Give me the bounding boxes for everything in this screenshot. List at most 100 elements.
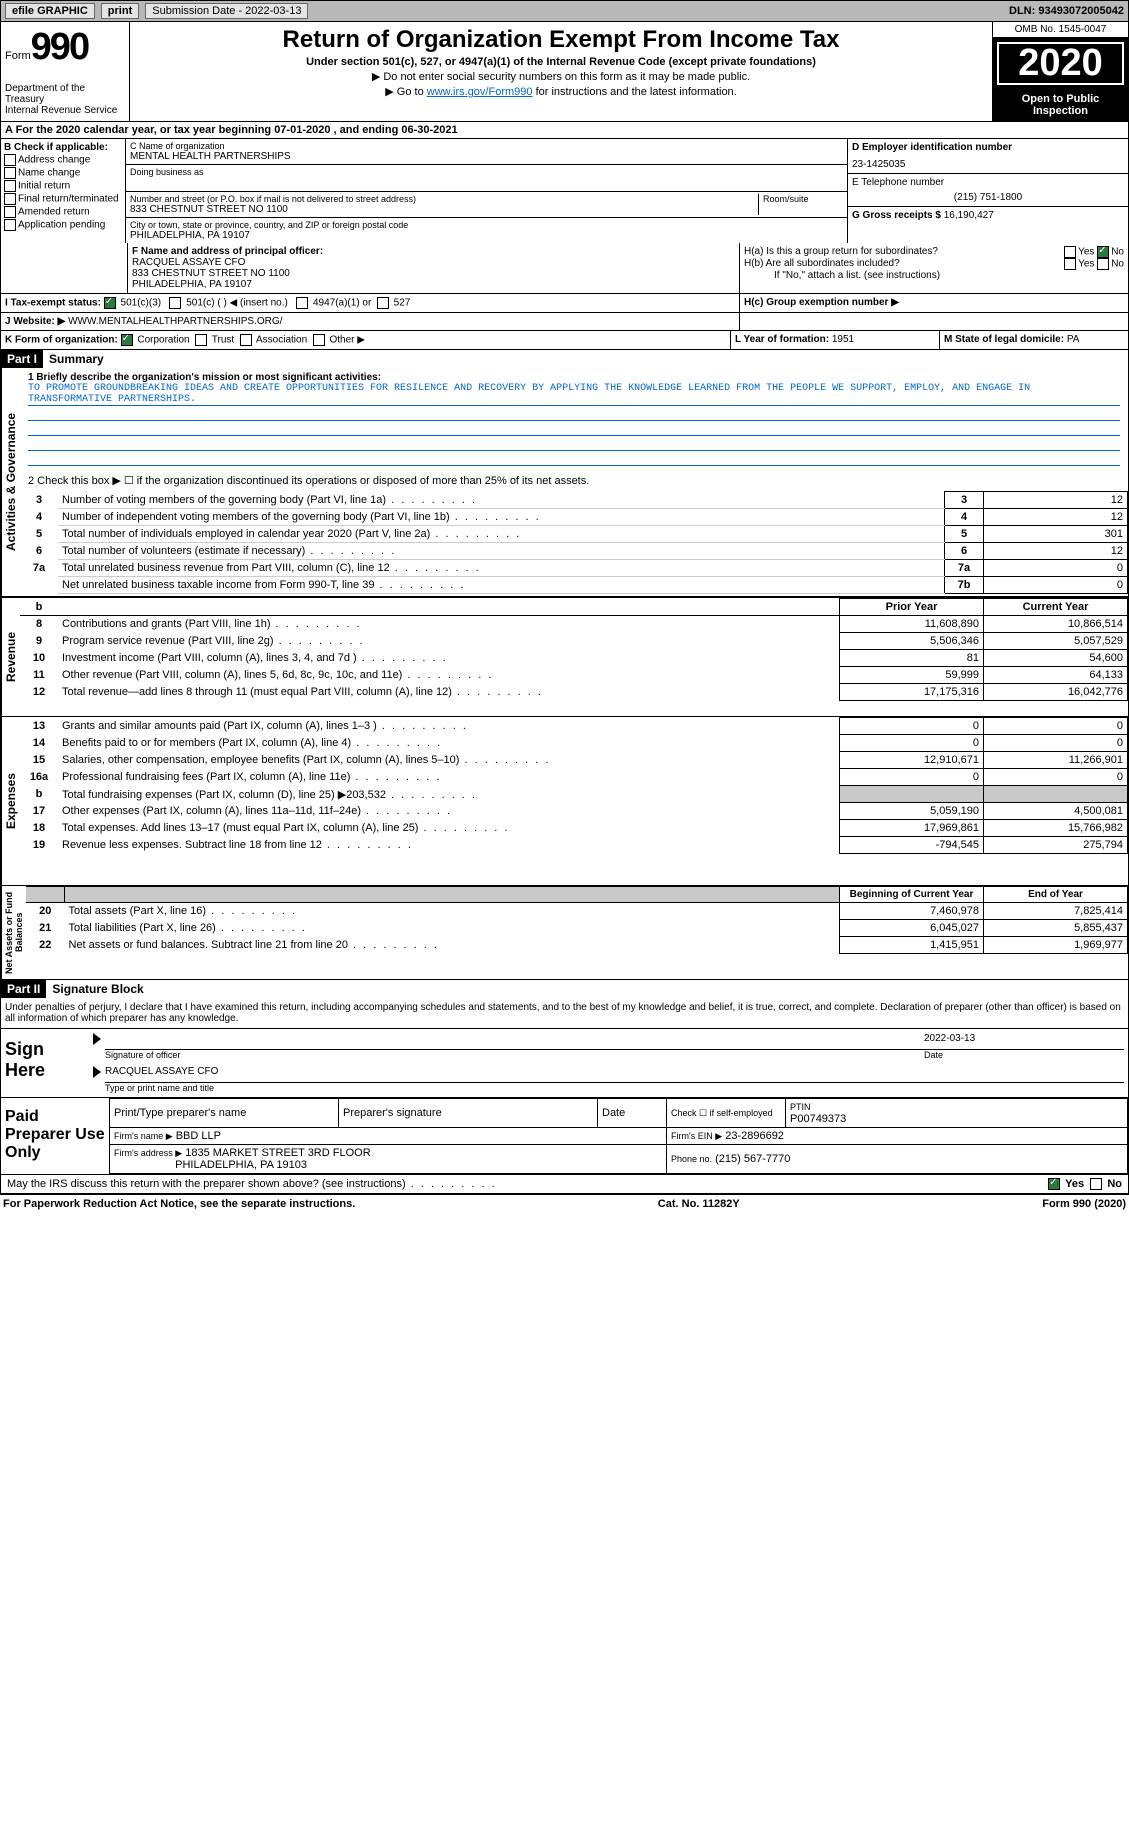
cb-trust[interactable] <box>195 334 207 346</box>
mission-label: 1 Briefly describe the organization's mi… <box>28 372 1120 383</box>
row-num: 5 <box>20 526 58 543</box>
row-box: 4 <box>945 509 984 526</box>
dba-label: Doing business as <box>130 167 843 177</box>
discuss-no-cb[interactable] <box>1090 1178 1102 1190</box>
row-label: Professional fundraising fees (Part IX, … <box>58 769 840 786</box>
row-box: 5 <box>945 526 984 543</box>
row-num: 17 <box>20 803 58 820</box>
form-title-box: Return of Organization Exempt From Incom… <box>130 22 992 121</box>
row-label: Grants and similar amounts paid (Part IX… <box>58 718 840 735</box>
cb-corp[interactable] <box>121 334 133 346</box>
irs-link[interactable]: www.irs.gov/Form990 <box>427 86 533 98</box>
efile-btn[interactable]: efile GRAPHIC <box>5 3 95 19</box>
row-num: 11 <box>20 667 58 684</box>
gross-row: G Gross receipts $ 16,190,427 <box>848 207 1128 224</box>
end-header: End of Year <box>984 887 1128 903</box>
firm-phone-label: Phone no. <box>671 1154 712 1164</box>
sign-here-label: Sign Here <box>1 1029 89 1097</box>
form-inst1: ▶ Do not enter social security numbers o… <box>134 70 988 83</box>
cb-501c[interactable] <box>169 297 181 309</box>
opt-corp: Corporation <box>137 335 189 346</box>
tax-year: 2020 <box>993 38 1128 89</box>
dba-row: Doing business as <box>126 165 847 192</box>
cb-pending[interactable]: Application pending <box>4 219 122 231</box>
ha-no: No <box>1111 247 1124 258</box>
cb-527[interactable] <box>377 297 389 309</box>
discuss-no: No <box>1107 1178 1122 1190</box>
row-label: Total unrelated business revenue from Pa… <box>58 560 945 577</box>
ein-row: D Employer identification number 23-1425… <box>848 139 1128 174</box>
page-footer: For Paperwork Reduction Act Notice, see … <box>0 1194 1129 1213</box>
phone-value: (215) 751-1800 <box>852 192 1124 203</box>
rev-table: b Prior Year Current Year 8 Contribution… <box>20 598 1128 701</box>
opt-501c: 501(c) ( ) ◀ (insert no.) <box>186 298 288 309</box>
row-label: Net unrelated business taxable income fr… <box>58 577 945 594</box>
vlabel-gov: Activities & Governance <box>1 368 20 596</box>
cb-name[interactable]: Name change <box>4 167 122 179</box>
firm-name: BBD LLP <box>176 1130 221 1142</box>
table-row: 16a Professional fundraising fees (Part … <box>20 769 1128 786</box>
mission-blank2 <box>28 421 1120 436</box>
row-num: 8 <box>20 616 58 633</box>
cb-final-label: Final return/terminated <box>18 194 119 205</box>
cb-address[interactable]: Address change <box>4 154 122 166</box>
prep-date-col: Date <box>598 1099 667 1128</box>
cb-amended[interactable]: Amended return <box>4 206 122 218</box>
mission-blank3 <box>28 436 1120 451</box>
row-label: Number of voting members of the governin… <box>58 492 945 509</box>
prep-row1: Print/Type preparer's name Preparer's si… <box>110 1099 1128 1128</box>
box-m: M State of legal domicile: PA <box>940 331 1128 349</box>
print-btn[interactable]: print <box>101 3 139 19</box>
inst2-post: for instructions and the latest informat… <box>533 86 737 98</box>
website-cell: J Website: ▶ WWW.MENTALHEALTHPARTNERSHIP… <box>1 313 740 330</box>
rev-header-row: b Prior Year Current Year <box>20 599 1128 616</box>
cb-initial[interactable]: Initial return <box>4 180 122 192</box>
preparer-fields: Print/Type preparer's name Preparer's si… <box>109 1098 1128 1174</box>
mission-blank1 <box>28 406 1120 421</box>
row-curr: 1,969,977 <box>984 937 1128 954</box>
row-curr: 11,266,901 <box>984 752 1128 769</box>
cb-final[interactable]: Final return/terminated <box>4 193 122 205</box>
name-line: RACQUEL ASSAYE CFO <box>105 1066 1124 1083</box>
ha-yn: Yes No <box>1064 246 1124 258</box>
row-num: 16a <box>20 769 58 786</box>
form-subtitle: Under section 501(c), 527, or 4947(a)(1)… <box>134 56 988 68</box>
cb-501c3[interactable] <box>104 297 116 309</box>
row-label: Other revenue (Part VIII, column (A), li… <box>58 667 840 684</box>
cb-assoc[interactable] <box>240 334 252 346</box>
row-prior: -794,545 <box>840 837 984 854</box>
box-f: F Name and address of principal officer:… <box>128 243 740 293</box>
ein-value: 23-1425035 <box>852 159 1124 170</box>
hb-yes: Yes <box>1078 259 1094 270</box>
cb-name-label: Name change <box>18 168 80 179</box>
sign-fields: 2022-03-13 Signature of officer Date RAC… <box>89 1029 1128 1097</box>
name-label: Type or print name and title <box>105 1083 1124 1093</box>
cb-other[interactable] <box>313 334 325 346</box>
opt-501c3: 501(c)(3) <box>121 298 162 309</box>
hb-label: H(b) Are all subordinates included? <box>744 258 900 270</box>
tax-period: A For the 2020 calendar year, or tax yea… <box>0 122 1129 139</box>
discuss-yes-cb[interactable] <box>1048 1178 1060 1190</box>
prep-row3: Firm's address ▶ 1835 MARKET STREET 3RD … <box>110 1145 1128 1174</box>
room-label: Room/suite <box>763 194 843 204</box>
row-curr: 0 <box>984 735 1128 752</box>
net-header-row: Beginning of Current Year End of Year <box>26 887 1128 903</box>
row-label: Total liabilities (Part X, line 26) <box>65 920 840 937</box>
row-label: Revenue less expenses. Subtract line 18 … <box>58 837 840 854</box>
preparer-label: Paid Preparer Use Only <box>1 1098 109 1174</box>
table-row: 21 Total liabilities (Part X, line 26) 6… <box>26 920 1128 937</box>
footer-left: For Paperwork Reduction Act Notice, see … <box>3 1198 355 1210</box>
hb-yn: Yes No <box>1064 258 1124 270</box>
row-prior: 59,999 <box>840 667 984 684</box>
row-label: Net assets or fund balances. Subtract li… <box>65 937 840 954</box>
row-num <box>20 577 58 594</box>
table-row: Net unrelated business taxable income fr… <box>20 577 1128 594</box>
form-label: Form <box>5 50 31 62</box>
exp-table: 13 Grants and similar amounts paid (Part… <box>20 717 1128 854</box>
row-label: Total assets (Part X, line 16) <box>65 903 840 920</box>
cb-address-label: Address change <box>18 155 90 166</box>
row-prior: 6,045,027 <box>840 920 984 937</box>
cb-4947[interactable] <box>296 297 308 309</box>
row-num: 10 <box>20 650 58 667</box>
open-public: Open to Public Inspection <box>993 89 1128 121</box>
